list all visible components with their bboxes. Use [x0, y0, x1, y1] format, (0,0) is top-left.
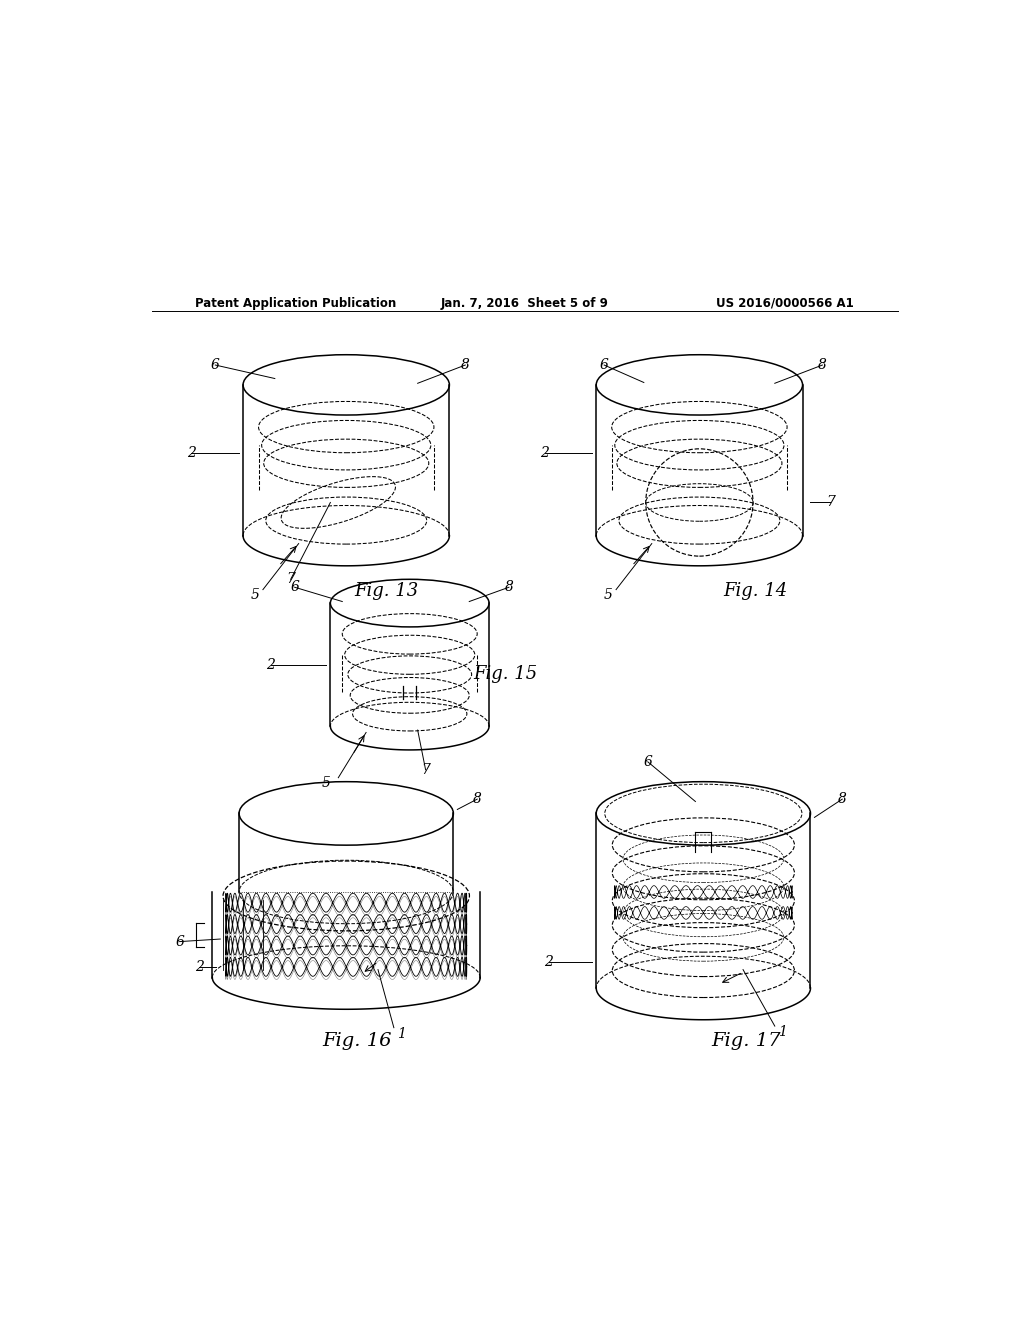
- Text: 2: 2: [195, 960, 204, 974]
- Text: Fig. 13: Fig. 13: [354, 582, 419, 599]
- Text: 2: 2: [544, 954, 553, 969]
- Text: 8: 8: [461, 358, 470, 372]
- Text: Fig. 16: Fig. 16: [323, 1032, 392, 1049]
- Text: 2: 2: [187, 446, 196, 459]
- Text: Jan. 7, 2016  Sheet 5 of 9: Jan. 7, 2016 Sheet 5 of 9: [441, 297, 608, 310]
- Text: 7: 7: [287, 573, 295, 586]
- Text: 7: 7: [826, 495, 835, 510]
- Text: 6: 6: [211, 358, 220, 372]
- Text: 6: 6: [175, 935, 184, 949]
- Text: US 2016/0000566 A1: US 2016/0000566 A1: [717, 297, 854, 310]
- Text: Fig. 14: Fig. 14: [723, 582, 787, 599]
- Text: Patent Application Publication: Patent Application Publication: [196, 297, 396, 310]
- Text: 8: 8: [505, 581, 513, 594]
- Text: 6: 6: [643, 755, 652, 768]
- Text: 7: 7: [421, 763, 430, 776]
- Text: 1: 1: [778, 1024, 787, 1039]
- Text: 5: 5: [251, 589, 259, 602]
- Text: 5: 5: [604, 589, 612, 602]
- Text: 8: 8: [473, 792, 481, 807]
- Text: 5: 5: [322, 776, 331, 791]
- Text: 2: 2: [266, 657, 275, 672]
- Text: Fig. 17: Fig. 17: [712, 1032, 780, 1049]
- Text: 8: 8: [838, 792, 847, 807]
- Text: 6: 6: [600, 358, 608, 372]
- Text: Fig. 15: Fig. 15: [473, 665, 538, 684]
- Text: 1: 1: [397, 1027, 407, 1041]
- Text: 8: 8: [818, 358, 826, 372]
- Text: 6: 6: [290, 581, 299, 594]
- Text: 2: 2: [541, 446, 549, 459]
